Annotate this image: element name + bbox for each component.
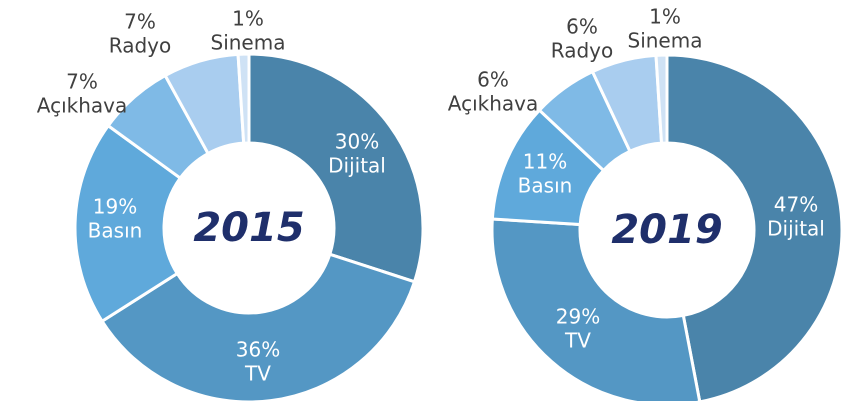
slice [73, 123, 183, 324]
category-label: Basın [518, 174, 573, 198]
data-label: 47% [774, 193, 818, 217]
slice [654, 53, 669, 145]
slice [665, 53, 844, 401]
category-label: Basın [88, 219, 143, 243]
category-label: Açıkhava [37, 94, 128, 118]
category-label: TV [564, 329, 591, 353]
data-label: 6% [477, 68, 509, 92]
category-label: Sinema [628, 29, 703, 53]
data-label: 7% [124, 10, 156, 34]
category-label: Radyo [551, 39, 613, 63]
category-label: Sinema [211, 31, 286, 55]
category-label: Açıkhava [448, 92, 539, 116]
slice [490, 217, 702, 401]
data-label: 36% [236, 338, 280, 362]
data-label: 1% [649, 5, 681, 29]
slice [236, 52, 251, 145]
category-label: Radyo [109, 34, 171, 58]
category-label: TV [244, 362, 271, 386]
category-label: Dijital [767, 217, 825, 241]
category-label: Dijital [328, 154, 386, 178]
data-label: 30% [335, 130, 379, 154]
chart-title: 2019 [611, 207, 722, 253]
data-label: 29% [556, 305, 600, 329]
slice [247, 52, 425, 284]
data-label: 11% [523, 150, 567, 174]
slice [100, 252, 417, 401]
data-label: 19% [93, 195, 137, 219]
chart-title: 2015 [193, 205, 304, 251]
data-label: 6% [566, 15, 598, 39]
data-label: 7% [66, 70, 98, 94]
data-label: 1% [232, 7, 264, 31]
